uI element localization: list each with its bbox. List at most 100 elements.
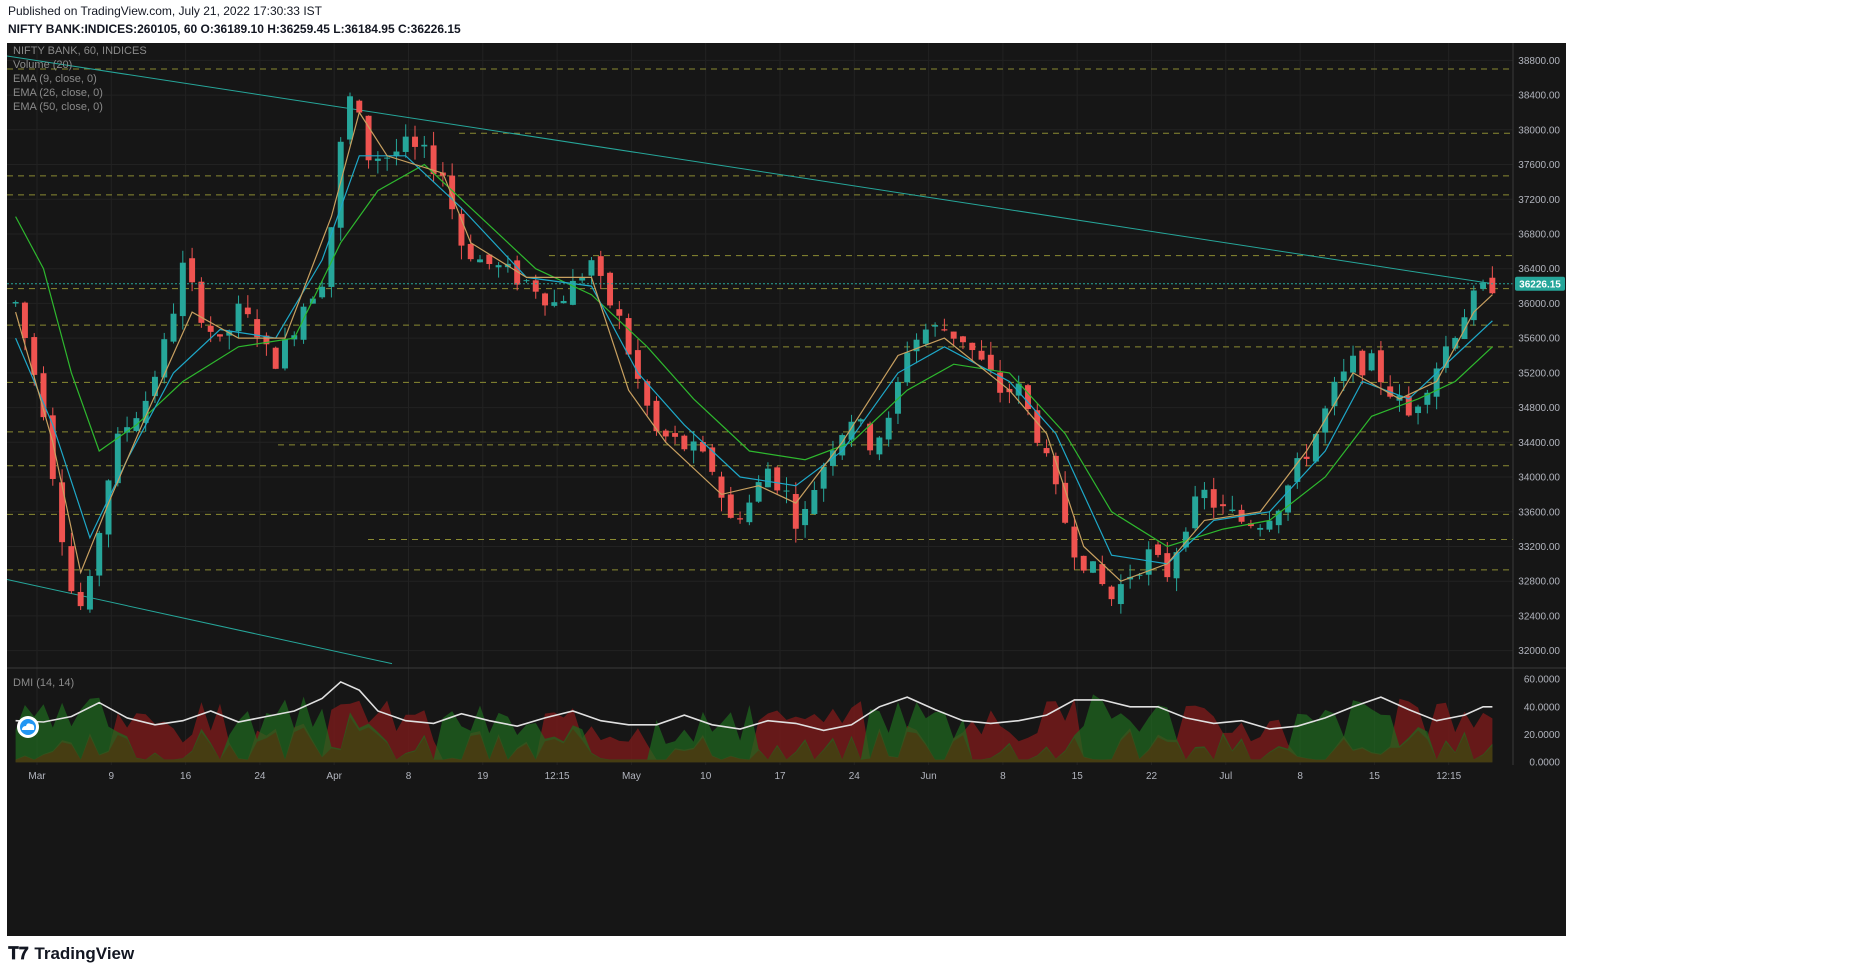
candle-body bbox=[532, 280, 539, 292]
candle-body bbox=[569, 280, 576, 305]
dmi-axis: 0.0000 20.0000 40.0000 60.0000 bbox=[1524, 675, 1561, 769]
dmi-tick-label: 60.0000 bbox=[1524, 675, 1561, 686]
candle-body bbox=[86, 576, 93, 610]
candle-body bbox=[161, 339, 168, 378]
candle-body bbox=[1312, 434, 1319, 462]
price-tick-label: 35600.00 bbox=[1518, 334, 1560, 345]
candle-body bbox=[68, 546, 75, 592]
candle-body bbox=[690, 441, 697, 451]
legend-ema50: EMA (50, close, 0) bbox=[13, 101, 103, 113]
candle-body bbox=[764, 468, 771, 488]
candle-body bbox=[12, 302, 19, 304]
candle-body bbox=[384, 157, 391, 159]
candle-body bbox=[421, 144, 428, 147]
candle-body bbox=[124, 427, 131, 433]
candle-body bbox=[1359, 350, 1366, 376]
time-tick-label: 8 bbox=[406, 771, 412, 782]
time-tick-label: 10 bbox=[700, 771, 712, 782]
candle-body bbox=[579, 278, 586, 281]
ema-lines bbox=[15, 110, 1493, 582]
candle-body bbox=[1062, 482, 1069, 523]
candle-body bbox=[356, 100, 363, 113]
candle-body bbox=[449, 175, 456, 210]
candle-body bbox=[1340, 371, 1347, 382]
candle-body bbox=[1461, 317, 1468, 340]
candle-body bbox=[1396, 395, 1403, 401]
candle-body bbox=[337, 141, 344, 228]
candle-body bbox=[347, 96, 353, 140]
candle-body bbox=[1275, 510, 1282, 526]
candle-body bbox=[1433, 368, 1440, 397]
candle-body bbox=[867, 423, 874, 451]
candle-body bbox=[560, 300, 567, 304]
candle-body bbox=[300, 306, 307, 340]
candle-body bbox=[105, 480, 112, 535]
candle-body bbox=[402, 136, 409, 152]
candle-body bbox=[597, 256, 604, 276]
candle-body bbox=[1108, 586, 1115, 600]
candle-body bbox=[467, 243, 474, 260]
price-tick-label: 32400.00 bbox=[1518, 611, 1560, 622]
candle-body bbox=[142, 400, 149, 423]
dmi-tick-label: 40.0000 bbox=[1524, 702, 1561, 713]
candle-body bbox=[282, 339, 288, 369]
candle-body bbox=[625, 318, 632, 355]
candle-body bbox=[1480, 282, 1487, 289]
candle-body bbox=[876, 437, 883, 455]
price-chart[interactable]: 32000.00 32400.00 32800.00 33200.00 33600.00… bbox=[7, 43, 1866, 937]
candle-body bbox=[328, 227, 335, 287]
ema50-line bbox=[15, 163, 1493, 548]
candle-body bbox=[170, 313, 177, 342]
ema9-line bbox=[15, 110, 1493, 582]
time-tick-label: 9 bbox=[109, 771, 115, 782]
candle-body bbox=[1043, 448, 1050, 454]
candle-body bbox=[1080, 555, 1087, 571]
candle-body bbox=[709, 447, 716, 472]
candle-body bbox=[1052, 455, 1059, 485]
candle-body bbox=[653, 400, 660, 432]
candle-body bbox=[634, 350, 641, 379]
time-axis: Mar 9 16 24 Apr 8 19 12:15 May 10 17 24 Jun 8 15 22 Jul 8… bbox=[28, 771, 1461, 782]
candle-body bbox=[1015, 383, 1022, 396]
candle-body bbox=[244, 307, 251, 315]
candle-body bbox=[616, 309, 623, 316]
cloud-icon[interactable] bbox=[17, 716, 39, 738]
chart-legend: NIFTY BANK, 60, INDICES Volume (20) EMA … bbox=[13, 45, 147, 689]
candle-body bbox=[959, 336, 966, 343]
candle-body bbox=[755, 482, 762, 502]
dmi-base-area bbox=[15, 717, 1493, 763]
dmi-tick-label: 20.0000 bbox=[1524, 730, 1561, 741]
legend-volume: Volume (20) bbox=[13, 59, 72, 71]
candle-body bbox=[514, 260, 521, 285]
candle-body bbox=[662, 430, 669, 437]
candle-body bbox=[1173, 552, 1180, 579]
candle-body bbox=[1220, 504, 1226, 507]
price-tick-label: 34800.00 bbox=[1518, 403, 1560, 414]
dmi-tick-label: 0.0000 bbox=[1529, 758, 1560, 769]
candle-body bbox=[1350, 355, 1357, 373]
legend-title: NIFTY BANK, 60, INDICES bbox=[13, 45, 147, 57]
time-tick-label: Jun bbox=[921, 771, 937, 782]
candle-body bbox=[941, 329, 948, 331]
candle-body bbox=[1489, 277, 1496, 294]
candle-body bbox=[783, 490, 790, 492]
time-tick-label: May bbox=[622, 771, 641, 782]
candle-body bbox=[179, 262, 186, 317]
candle-body bbox=[885, 417, 892, 440]
candle-body bbox=[412, 136, 418, 147]
last-price-badge: 36226.15 bbox=[1515, 276, 1565, 291]
candle-body bbox=[699, 441, 706, 452]
candle-body bbox=[151, 376, 158, 397]
candle-body bbox=[718, 476, 725, 498]
time-tick-label: 15 bbox=[1369, 771, 1381, 782]
horizontal-levels bbox=[7, 68, 1513, 571]
candle-body bbox=[319, 286, 326, 298]
candle-body bbox=[542, 293, 549, 306]
candle-body bbox=[365, 115, 372, 161]
candle-body bbox=[1182, 531, 1189, 548]
published-header: Published on TradingView.com, July 21, 2… bbox=[8, 4, 322, 18]
candle-body bbox=[1303, 456, 1310, 459]
candle-body bbox=[1099, 564, 1106, 585]
price-tick-label: 35200.00 bbox=[1518, 368, 1560, 379]
candle-body bbox=[393, 151, 400, 156]
